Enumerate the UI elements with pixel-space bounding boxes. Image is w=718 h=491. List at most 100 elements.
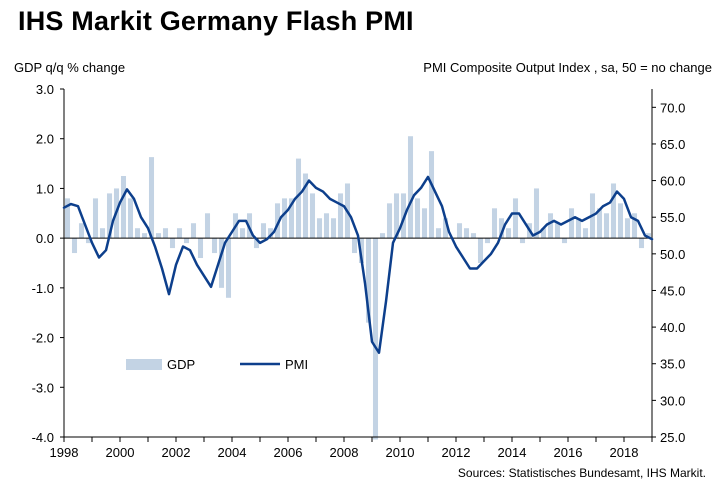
right-tick-label: 60.0 (660, 174, 685, 189)
gdp-bar (267, 228, 274, 239)
left-tick-label: -2.0 (32, 331, 54, 346)
gdp-bar (617, 203, 624, 239)
gdp-bar (498, 218, 505, 239)
gdp-bar (547, 213, 554, 239)
gdp-bar (330, 218, 337, 239)
gdp-bar (603, 213, 610, 239)
gdp-bar (71, 238, 78, 254)
gdp-bar (428, 151, 435, 239)
left-tick-label: -3.0 (32, 380, 54, 395)
left-tick-label: 2.0 (36, 132, 54, 147)
gdp-bar (610, 183, 617, 239)
gdp-bar (323, 213, 330, 239)
gdp-bar (351, 238, 358, 254)
gdp-bar (463, 228, 470, 239)
gdp-bar (407, 136, 414, 239)
gdp-bar (505, 228, 512, 239)
gdp-bar (134, 228, 141, 239)
gdp-bar (470, 233, 477, 239)
gdp-bar (204, 213, 211, 239)
gdp-bar (176, 228, 183, 239)
pmi-line (62, 175, 654, 354)
gdp-bar (358, 238, 365, 263)
x-tick-label: 2006 (274, 445, 303, 460)
gdp-bar (477, 238, 484, 263)
gdp-bar (365, 238, 372, 323)
gdp-bar (190, 223, 197, 239)
gdp-bar (414, 198, 421, 239)
source-note: Sources: Statistisches Bundesamt, IHS Ma… (457, 466, 706, 480)
gdp-bar (309, 193, 316, 239)
x-tick-label: 2014 (498, 445, 527, 460)
gdp-bar (519, 238, 526, 244)
gdp-bar (421, 208, 428, 239)
gdp-bar (512, 198, 519, 239)
gdp-bar (288, 198, 295, 239)
gdp-bar (435, 228, 442, 239)
gdp-bar (120, 176, 127, 239)
right-tick-label: 65.0 (660, 137, 685, 152)
gdp-bar (260, 223, 267, 239)
left-tick-label: 0.0 (36, 231, 54, 246)
gdp-bar (442, 218, 449, 239)
gdp-bar (582, 228, 589, 239)
left-tick-label: -1.0 (32, 281, 54, 296)
x-tick-label: 2000 (106, 445, 135, 460)
gdp-bar (155, 233, 162, 239)
gdp-bar (554, 223, 561, 239)
gdp-bar (85, 238, 92, 244)
left-axis-label: GDP q/q % change (14, 60, 126, 75)
right-axis-label: PMI Composite Output Index , sa, 50 = no… (423, 60, 712, 75)
x-tick-label: 2008 (330, 445, 359, 460)
x-tick-label: 2004 (218, 445, 247, 460)
gdp-bar (127, 198, 134, 239)
gdp-bar (239, 228, 246, 239)
gdp-bar (568, 208, 575, 239)
gdp-bar (533, 188, 540, 239)
gdp-bar (638, 238, 645, 249)
gdp-bar (148, 157, 155, 239)
gdp-bar (92, 198, 99, 239)
gdp-bar (106, 193, 113, 239)
pmi-line-layer (62, 175, 654, 354)
x-tick-label: 2018 (610, 445, 639, 460)
gdp-bar (484, 238, 491, 244)
gdp-bar (211, 238, 218, 254)
right-tick-label: 40.0 (660, 320, 685, 335)
gdp-bar (218, 238, 225, 288)
gdp-bar (225, 238, 232, 298)
gdp-bar (561, 238, 568, 244)
gdp-bar (337, 193, 344, 239)
gdp-bar (169, 238, 176, 249)
gdp-bar (379, 233, 386, 239)
left-tick-label: -4.0 (32, 430, 54, 445)
x-tick-label: 2002 (162, 445, 191, 460)
gdp-bar (281, 198, 288, 239)
gdp-bar (183, 238, 190, 244)
right-tick-label: 45.0 (660, 283, 685, 298)
left-tick-label: 3.0 (36, 82, 54, 97)
axes: 3.0 2.0 1.0 0.0 -1.0 -2.0 -3.0 -4.0 70.0 65.0 60.0… (32, 82, 686, 460)
gdp-bar (372, 238, 379, 440)
gdp-bar (141, 233, 148, 239)
x-tick-label: 2016 (554, 445, 583, 460)
gdp-bar (596, 208, 603, 239)
right-tick-label: 50.0 (660, 247, 685, 262)
gdp-bar (274, 203, 281, 239)
gdp-bar (295, 158, 302, 239)
gdp-bar (197, 238, 204, 259)
right-tick-label: 25.0 (660, 430, 685, 445)
legend: GDP PMI (126, 357, 308, 372)
gdp-bar (99, 228, 106, 239)
legend-pmi-label: PMI (285, 357, 308, 372)
gdp-bar (162, 228, 169, 239)
left-tick-label: 1.0 (36, 181, 54, 196)
right-tick-label: 55.0 (660, 210, 685, 225)
right-tick-label: 35.0 (660, 357, 685, 372)
gdp-bar (631, 213, 638, 239)
gdp-bar (78, 223, 85, 239)
gdp-bar (253, 238, 260, 249)
gdp-bar (393, 193, 400, 239)
gdp-bar (491, 208, 498, 239)
